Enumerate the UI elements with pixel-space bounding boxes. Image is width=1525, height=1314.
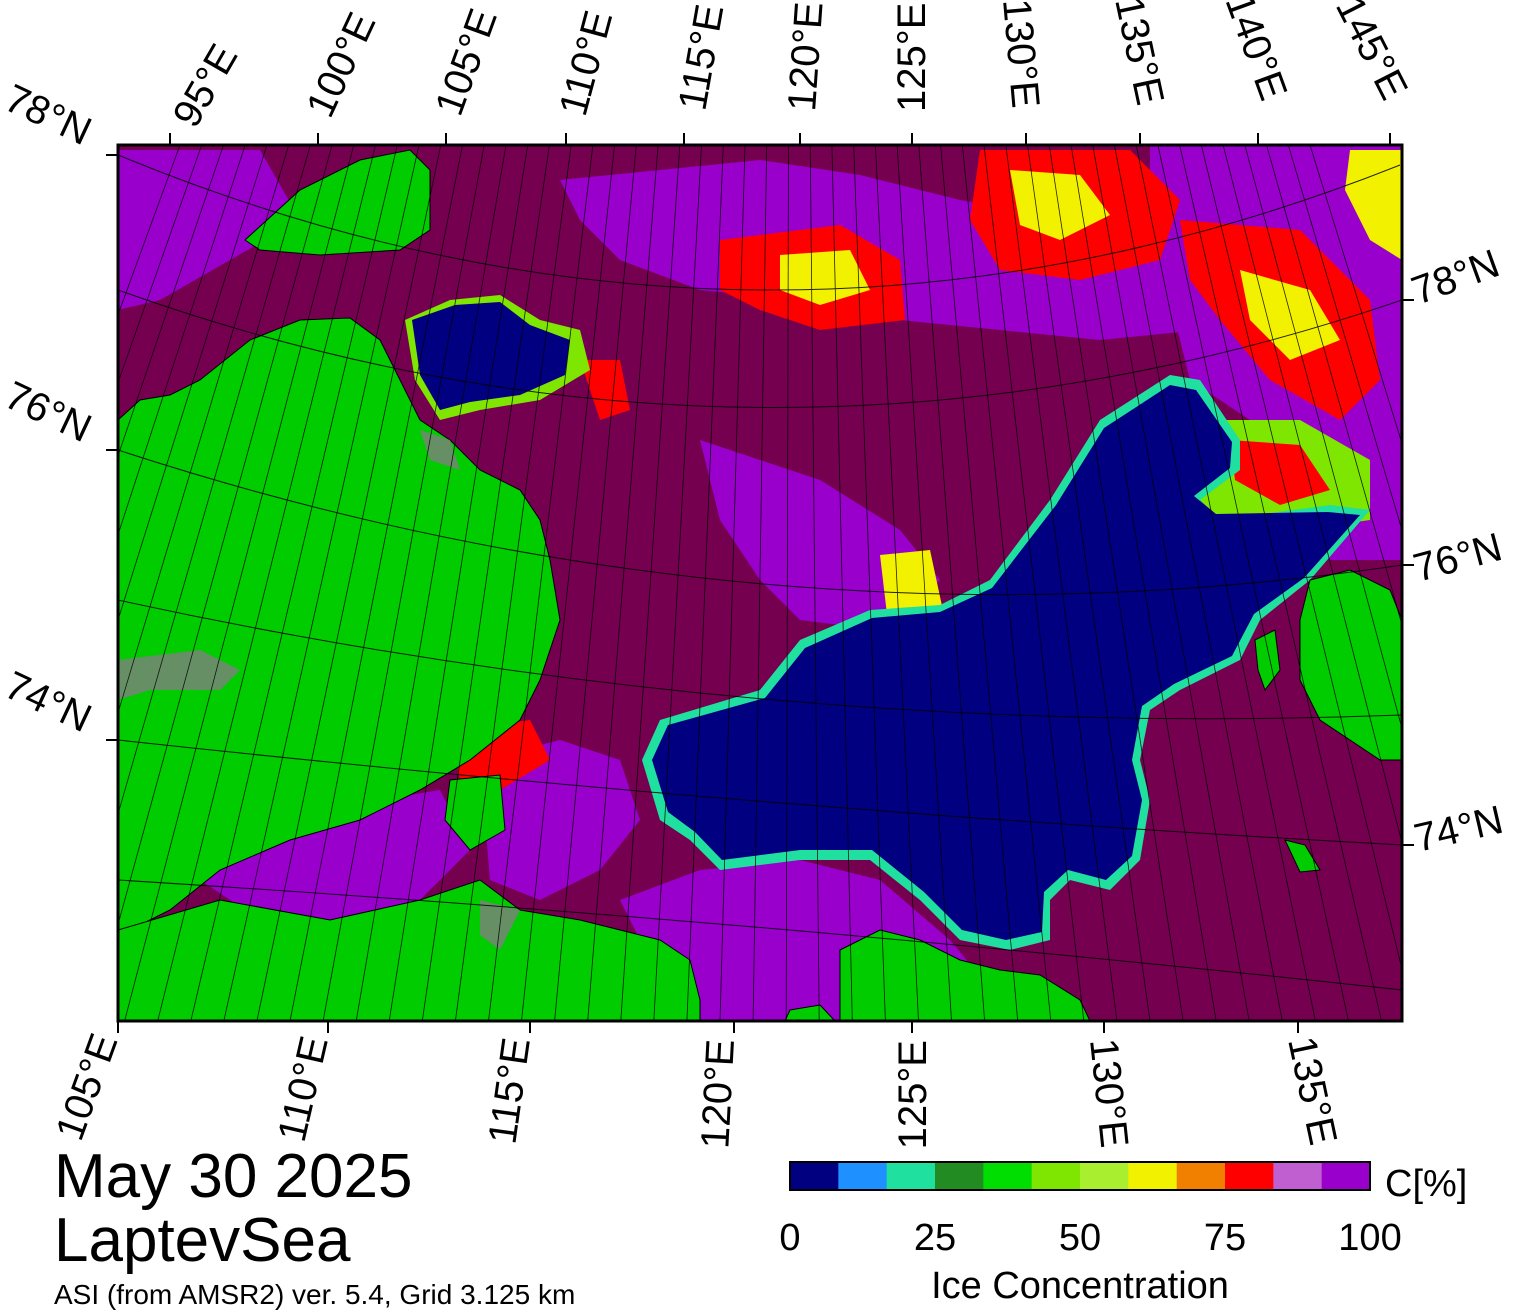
top-lon-label-115e: 115°E — [671, 1, 733, 113]
top-lon-label-105e: 105°E — [427, 3, 506, 121]
colorbar-swatch — [1273, 1162, 1323, 1190]
colorbar-swatch — [1128, 1162, 1178, 1190]
colorbar-swatch — [1080, 1162, 1129, 1190]
bottom-longitude-labels: 105°E 110°E 115°E 120°E 125°E 130°E 135°… — [48, 1028, 1345, 1150]
map-region: LaptevSea — [54, 1206, 351, 1275]
colorbar-swatches — [790, 1162, 1371, 1190]
top-lon-label-110e: 110°E — [551, 6, 621, 120]
colorbar-swatch — [983, 1162, 1033, 1190]
colorbar-swatch — [1225, 1162, 1274, 1190]
top-lon-label-95e: 95°E — [165, 37, 247, 134]
map-border — [116, 143, 1404, 1023]
graticule — [118, 145, 1402, 1021]
top-lon-label-145e: 145°E — [1327, 0, 1416, 107]
bottom-lon-label-135e: 135°E — [1279, 1033, 1345, 1149]
product-info: ASI (from AMSR2) ver. 5.4, Grid 3.125 km — [54, 1279, 576, 1310]
bottom-lon-label-125e: 125°E — [891, 1040, 935, 1149]
top-lon-label-140e: 140°E — [1217, 0, 1296, 106]
bottom-lon-label-110e: 110°E — [270, 1032, 337, 1146]
colorbar-swatch — [838, 1162, 888, 1190]
top-longitude-labels: 95°E 100°E 105°E 110°E 115°E 120°E 125°E… — [165, 0, 1416, 135]
right-latitude-labels: 78°N 76°N 74°N — [1406, 242, 1507, 861]
map-frame — [118, 145, 1402, 1021]
colorbar-tick-label: 50 — [1059, 1217, 1101, 1259]
right-lat-label-76n: 76°N — [1409, 525, 1507, 591]
map-date: May 30 2025 — [54, 1142, 413, 1211]
colorbar-tick-label: 25 — [914, 1217, 956, 1259]
colorbar-swatch — [886, 1162, 936, 1190]
right-lat-label-78n: 78°N — [1406, 242, 1505, 314]
left-lat-label-74n: 74°N — [0, 663, 98, 741]
colorbar-unit: C[%] — [1385, 1163, 1467, 1205]
top-lon-label-120e: 120°E — [780, 0, 832, 112]
colorbar-swatch — [790, 1162, 839, 1190]
colorbar-tick-label: 100 — [1338, 1217, 1401, 1259]
colorbar-swatch — [1031, 1162, 1081, 1190]
bottom-lon-label-105e: 105°E — [48, 1028, 127, 1146]
axis-ticks — [106, 133, 1414, 1033]
bottom-lon-label-120e: 120°E — [693, 1038, 743, 1150]
left-lat-label-78n: 78°N — [0, 76, 98, 154]
top-lon-label-130e: 130°E — [994, 0, 1047, 110]
colorbar-ticks: 0 25 50 75 100 — [779, 1217, 1401, 1259]
left-lat-label-76n: 76°N — [0, 373, 98, 451]
top-lon-label-100e: 100°E — [298, 6, 384, 124]
bottom-lon-label-115e: 115°E — [481, 1035, 539, 1147]
colorbar-swatch — [1176, 1162, 1226, 1190]
left-latitude-labels: 78°N 76°N 74°N — [0, 76, 98, 741]
top-lon-label-125e: 125°E — [890, 3, 934, 112]
colorbar-frame — [789, 1161, 1371, 1191]
colorbar-tick-label: 0 — [779, 1217, 800, 1259]
colorbar-tick-label: 75 — [1204, 1217, 1246, 1259]
land-masses — [118, 149, 1402, 1021]
right-lat-label-74n: 74°N — [1410, 798, 1507, 861]
colorbar-title: Ice Concentration — [931, 1265, 1229, 1307]
top-lon-label-135e: 135°E — [1106, 0, 1172, 109]
bottom-lon-label-130e: 130°E — [1081, 1036, 1136, 1149]
colorbar-swatch — [1321, 1162, 1371, 1190]
colorbar: 0 25 50 75 100 C[%] Ice Concentration — [779, 1161, 1467, 1307]
colorbar-swatch — [935, 1162, 984, 1190]
